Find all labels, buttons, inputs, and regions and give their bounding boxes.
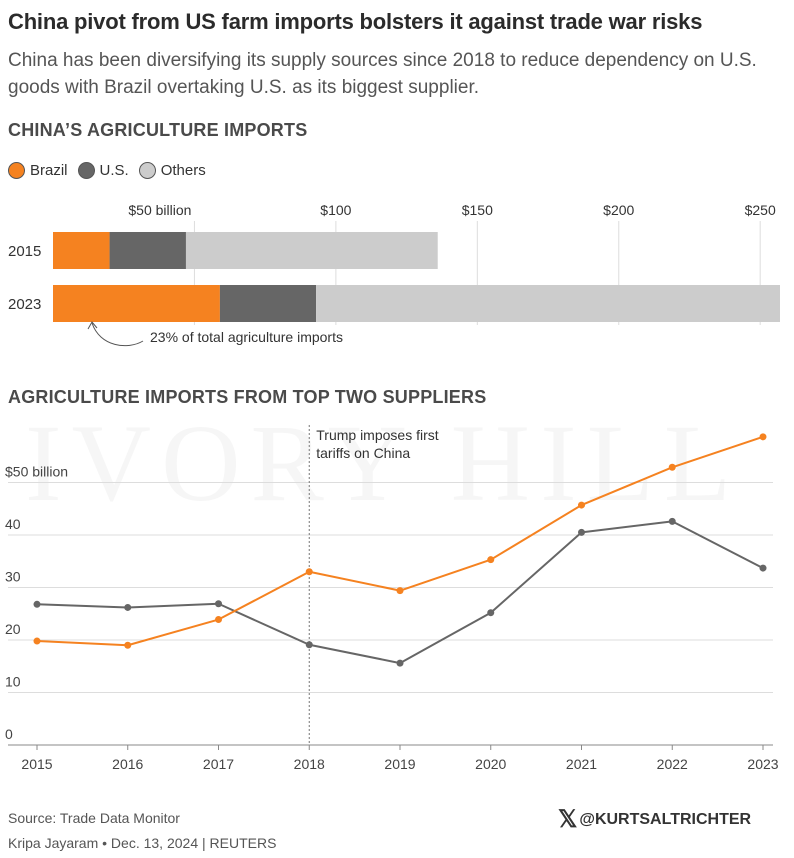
line-x-tick-label: 2021 bbox=[566, 756, 597, 772]
line-point-brazil-2019 bbox=[396, 587, 404, 595]
line-y-tick-label: 40 bbox=[5, 516, 21, 532]
bar-category-label: 2023 bbox=[8, 296, 41, 313]
line-point-us-2019 bbox=[396, 659, 404, 667]
line-x-tick-label: 2022 bbox=[657, 756, 688, 772]
line-x-tick-label: 2015 bbox=[21, 756, 52, 772]
bar-segment-brazil-2015 bbox=[53, 232, 110, 269]
legend: Brazil U.S. Others bbox=[8, 162, 216, 179]
legend-swatch-brazil bbox=[8, 162, 25, 179]
line-y-tick-label: 20 bbox=[5, 621, 21, 637]
line-y-tick-label: 10 bbox=[5, 674, 21, 690]
bar-annotation-arrowhead bbox=[87, 321, 98, 330]
line-annotation-line2: tariffs on China bbox=[316, 445, 410, 461]
legend-item-brazil: Brazil bbox=[8, 162, 68, 179]
line-x-tick-label: 2020 bbox=[475, 756, 506, 772]
line-x-tick-label: 2016 bbox=[112, 756, 143, 772]
bar-segment-others-2023 bbox=[316, 285, 780, 322]
line-chart: 0 10 20 30 40 $50 billion 2015 2016 2017 2018 2019… bbox=[5, 425, 779, 772]
legend-item-us: U.S. bbox=[77, 162, 129, 179]
bar-axis-tick-label: $100 bbox=[320, 202, 351, 218]
bar-annotation: 23% of total agriculture imports bbox=[150, 329, 343, 345]
bar-axis-tick-label: $150 bbox=[462, 202, 493, 218]
subtitle: China has been diversifying its supply s… bbox=[8, 50, 757, 98]
source-note: Source: Trade Data Monitor bbox=[8, 810, 180, 826]
line-y-tick-label: 0 bbox=[5, 726, 13, 742]
legend-item-others: Others bbox=[138, 162, 206, 179]
bar-segment-us-2023 bbox=[219, 285, 317, 322]
bar-axis-tick-label: $50 billion bbox=[128, 202, 191, 218]
line-point-us-2017 bbox=[215, 600, 222, 608]
line-point-us-2015 bbox=[33, 600, 41, 608]
line-x-tick-label: 2017 bbox=[203, 756, 234, 772]
legend-swatch-us bbox=[77, 162, 95, 179]
line-point-brazil-2023 bbox=[759, 433, 767, 441]
line-x-tick-label: 2023 bbox=[747, 756, 778, 772]
line-x-tick-label: 2018 bbox=[294, 756, 325, 772]
social-handle[interactable]: 𝕏 @KURTSALTRICHTER bbox=[558, 806, 752, 833]
line-point-brazil-2021 bbox=[578, 501, 585, 509]
line-y-tick-label: $50 billion bbox=[5, 464, 68, 480]
line-point-brazil-2016 bbox=[124, 641, 132, 649]
line-point-brazil-2017 bbox=[215, 616, 222, 624]
headline: China pivot from US farm imports bolster… bbox=[8, 9, 703, 34]
section-title-top-two-suppliers: AGRICULTURE IMPORTS FROM TOP TWO SUPPLIE… bbox=[8, 387, 487, 407]
line-annotation-line1: Trump imposes first bbox=[316, 427, 439, 443]
section-title-agriculture-imports: CHINA’S AGRICULTURE IMPORTS bbox=[8, 120, 308, 140]
line-point-brazil-2020 bbox=[487, 556, 495, 564]
byline: Kripa Jayaram • Dec. 13, 2024 | REUTERS bbox=[8, 835, 277, 851]
legend-swatch-others bbox=[138, 162, 156, 179]
line-point-brazil-2022 bbox=[668, 463, 676, 471]
legend-label-others: Others bbox=[160, 162, 206, 179]
bar-segment-brazil-2023 bbox=[53, 285, 220, 322]
bar-axis-tick-label: $250 bbox=[745, 202, 776, 218]
stacked-bar-chart: $50 billion $100 $150 $200 $250 2015 2023 23% o… bbox=[8, 202, 780, 347]
line-point-us-2022 bbox=[668, 517, 676, 525]
line-point-us-2020 bbox=[487, 609, 495, 617]
bar-axis-tick-label: $200 bbox=[603, 202, 634, 218]
line-point-brazil-2018 bbox=[305, 568, 313, 576]
line-point-us-2021 bbox=[578, 528, 585, 536]
line-point-brazil-2015 bbox=[33, 637, 41, 645]
line-x-tick-label: 2019 bbox=[384, 756, 415, 772]
legend-label-us: U.S. bbox=[99, 162, 129, 179]
x-logo-icon: 𝕏 bbox=[558, 806, 578, 833]
bar-category-label: 2015 bbox=[8, 243, 41, 260]
bar-segment-others-2015 bbox=[185, 232, 438, 269]
social-handle-text: @KURTSALTRICHTER bbox=[579, 811, 752, 828]
line-point-us-2018 bbox=[305, 641, 313, 649]
line-point-us-2023 bbox=[759, 564, 767, 572]
bar-annotation-arrow bbox=[91, 322, 144, 347]
line-series-brazil bbox=[36, 435, 764, 647]
line-point-us-2016 bbox=[124, 603, 132, 611]
legend-label-brazil: Brazil bbox=[30, 162, 68, 179]
bar-segment-us-2015 bbox=[109, 232, 186, 269]
line-y-tick-label: 30 bbox=[5, 569, 21, 585]
